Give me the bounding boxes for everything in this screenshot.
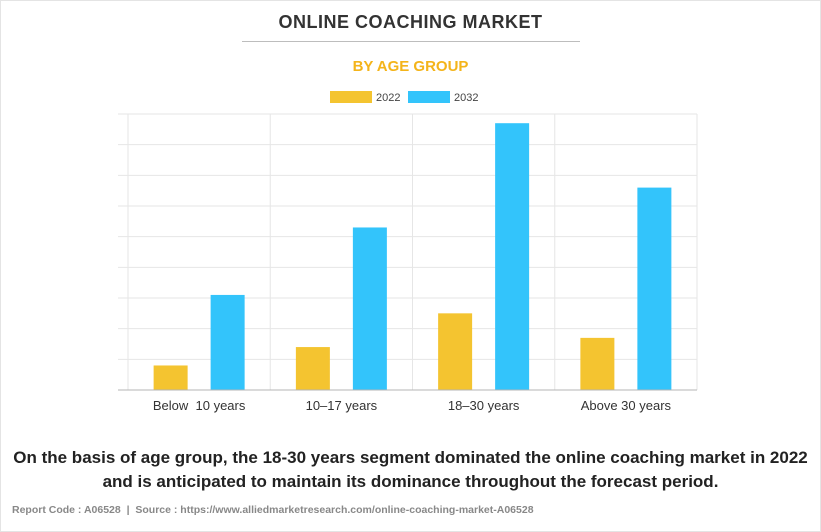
bar-2032-3 [495, 123, 530, 390]
bar-2032-1 [210, 294, 245, 390]
x-tick-label: Above 30 years [581, 398, 672, 413]
bar-2022-1 [153, 365, 188, 390]
x-tick-label: Below 10 years [153, 398, 246, 413]
chart-caption: On the basis of age group, the 18-30 yea… [13, 448, 808, 491]
x-axis-tick-labels: Below 10 years 10–17 years 18–30 years Abov… [153, 398, 672, 413]
legend-swatch-2032 [408, 91, 450, 103]
footer-separator: | [126, 504, 130, 516]
bar-2022-3 [438, 313, 473, 390]
title-divider [242, 41, 580, 42]
legend: 2022 2032 [330, 91, 478, 104]
legend-label-2022: 2022 [376, 92, 400, 104]
legend-swatch-2022 [330, 91, 372, 103]
bar-2022-4 [580, 337, 615, 390]
report-code: Report Code : A06528 [12, 504, 121, 516]
bar-2022-2 [295, 347, 330, 390]
bar-2032-2 [352, 227, 387, 390]
bar-2032-4 [637, 187, 672, 390]
source-text: Source : https://www.alliedmarketresearc… [135, 504, 534, 516]
footer: Report Code : A06528 | Source : https://… [12, 504, 534, 516]
chart-subtitle: BY AGE GROUP [352, 58, 469, 75]
x-tick-label: 18–30 years [448, 398, 520, 413]
chart-title: ONLINE COACHING MARKET [278, 12, 543, 32]
bars [153, 123, 672, 390]
legend-label-2032: 2032 [454, 92, 478, 104]
bar-chart: 2022 2032 Below 10 years 10–17 years 18–30… [118, 91, 698, 413]
x-tick-label: 10–17 years [306, 398, 378, 413]
